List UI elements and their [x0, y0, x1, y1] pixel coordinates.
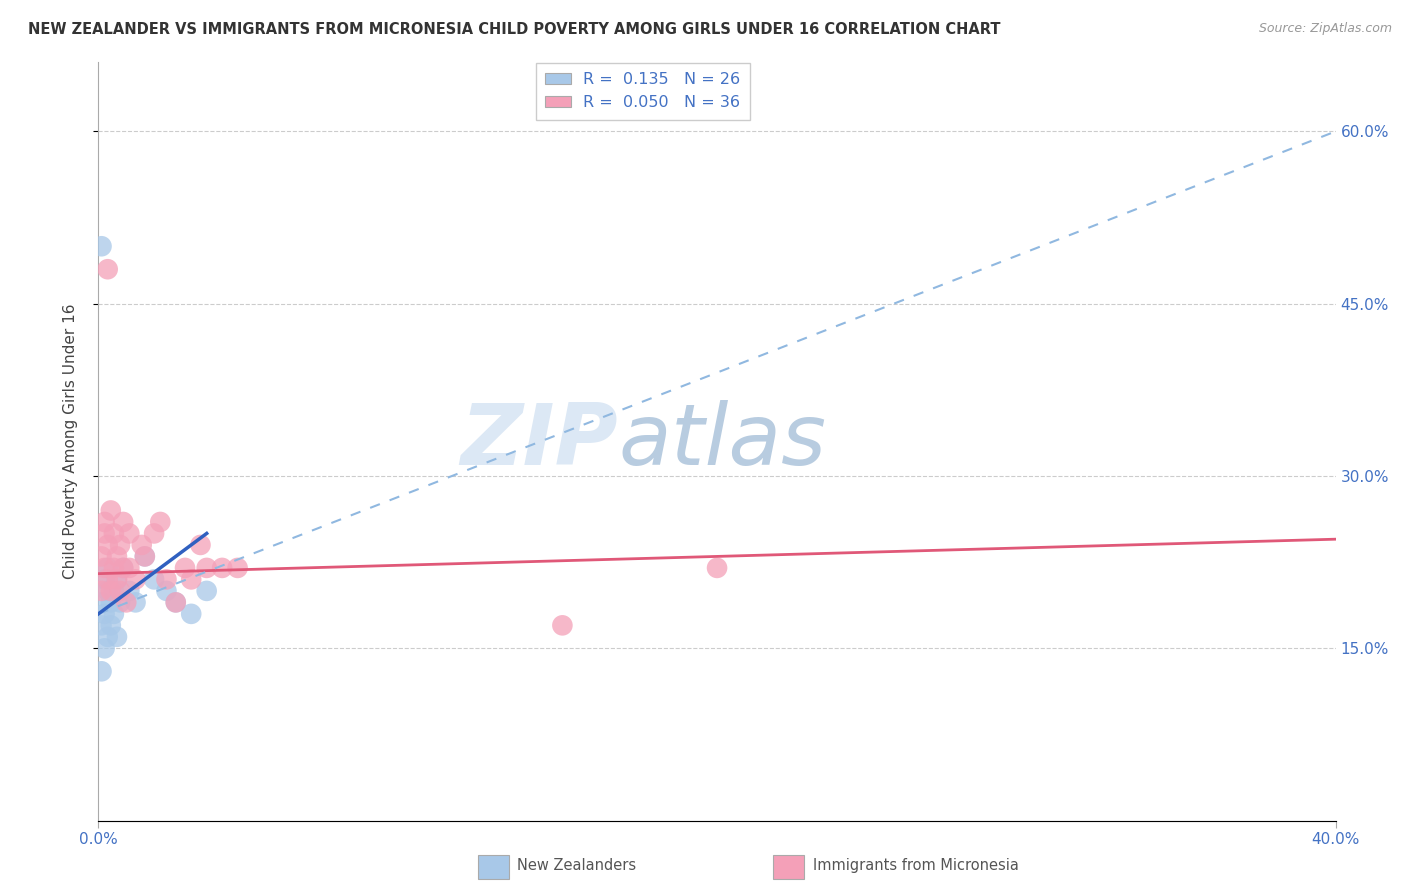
Point: [100, 595, 122, 609]
Point: [551, 618, 574, 632]
Point: [100, 618, 122, 632]
Text: atlas: atlas: [619, 400, 827, 483]
Point: [112, 561, 135, 575]
Point: [155, 573, 177, 587]
Point: [112, 515, 135, 529]
Point: [149, 515, 172, 529]
Point: [115, 595, 138, 609]
Point: [226, 561, 249, 575]
Text: Source: ZipAtlas.com: Source: ZipAtlas.com: [1258, 22, 1392, 36]
Point: [118, 526, 141, 541]
Point: [165, 595, 187, 609]
Point: [93, 526, 115, 541]
Point: [190, 538, 212, 552]
Point: [131, 538, 153, 552]
Legend: R =  0.135   N = 26, R =  0.050   N = 36: R = 0.135 N = 26, R = 0.050 N = 36: [536, 62, 751, 120]
Point: [97, 561, 120, 575]
Point: [97, 583, 120, 598]
Text: NEW ZEALANDER VS IMMIGRANTS FROM MICRONESIA CHILD POVERTY AMONG GIRLS UNDER 16 C: NEW ZEALANDER VS IMMIGRANTS FROM MICRONE…: [28, 22, 1001, 37]
Point: [180, 607, 202, 621]
Point: [97, 573, 120, 587]
Point: [124, 595, 146, 609]
Point: [105, 573, 128, 587]
Point: [97, 630, 120, 644]
Point: [93, 561, 115, 575]
Text: ZIP: ZIP: [460, 400, 619, 483]
Point: [124, 573, 146, 587]
Point: [108, 583, 131, 598]
Point: [155, 583, 177, 598]
Point: [90, 595, 112, 609]
Point: [134, 549, 156, 564]
Point: [93, 573, 115, 587]
Point: [100, 503, 122, 517]
Point: [195, 583, 218, 598]
Y-axis label: Child Poverty Among Girls Under 16: Child Poverty Among Girls Under 16: [63, 304, 77, 579]
Point: [143, 573, 166, 587]
Point: [93, 641, 115, 656]
Point: [90, 239, 112, 253]
Point: [143, 526, 166, 541]
Point: [105, 573, 128, 587]
Point: [90, 665, 112, 679]
Point: [103, 607, 125, 621]
Point: [103, 583, 125, 598]
FancyBboxPatch shape: [773, 855, 804, 879]
Point: [174, 561, 197, 575]
Point: [108, 595, 131, 609]
Point: [90, 618, 112, 632]
Point: [118, 583, 141, 598]
Point: [105, 630, 128, 644]
Point: [108, 538, 131, 552]
Point: [195, 561, 218, 575]
Point: [211, 561, 233, 575]
Point: [105, 549, 128, 564]
Point: [165, 595, 187, 609]
Point: [97, 538, 120, 552]
Point: [706, 561, 728, 575]
Point: [134, 549, 156, 564]
Point: [93, 607, 115, 621]
Point: [97, 262, 120, 277]
Text: Immigrants from Micronesia: Immigrants from Micronesia: [813, 858, 1018, 872]
Point: [118, 561, 141, 575]
Point: [180, 573, 202, 587]
Point: [93, 515, 115, 529]
Point: [100, 583, 122, 598]
Point: [90, 549, 112, 564]
Point: [103, 561, 125, 575]
Point: [112, 561, 135, 575]
Point: [103, 526, 125, 541]
Text: New Zealanders: New Zealanders: [517, 858, 637, 872]
Point: [90, 583, 112, 598]
FancyBboxPatch shape: [478, 855, 509, 879]
